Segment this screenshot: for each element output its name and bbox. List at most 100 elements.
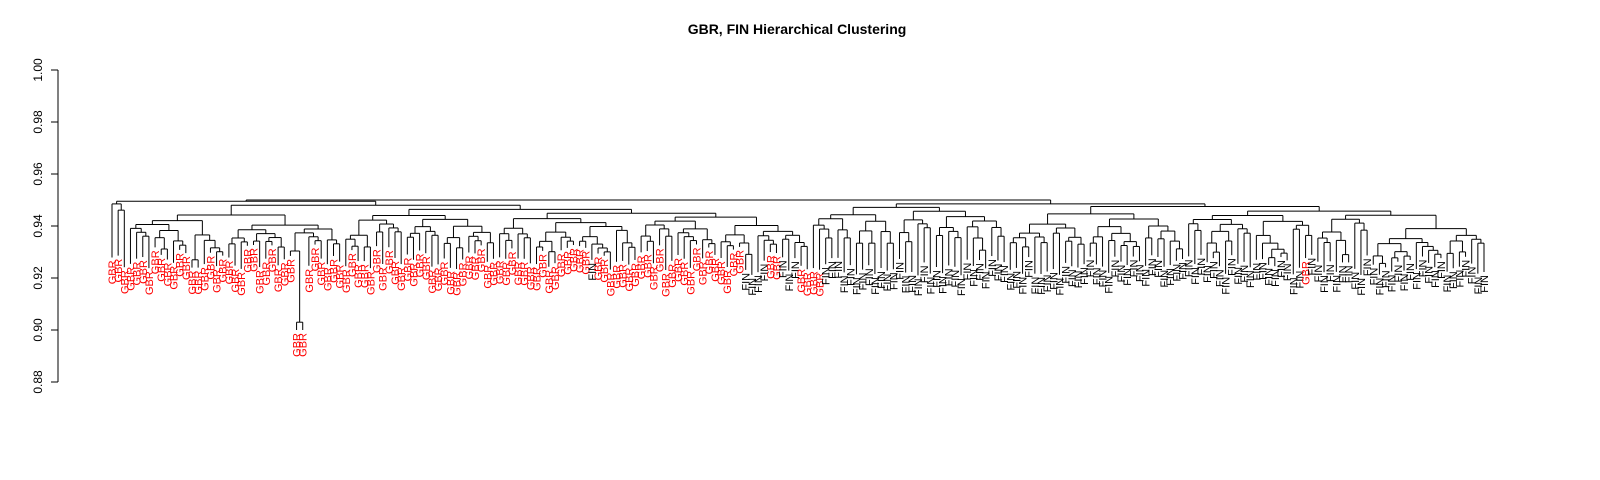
y-tick-label: 0.90 [31,318,45,342]
leaf-label: GBR [771,256,783,280]
leaf-label: FIN [1436,261,1448,279]
leaf-label: GBR [593,257,605,281]
leaf-label: GBR [365,271,377,295]
leaf-label: FIN [962,263,974,281]
leaf-label: FIN [901,276,913,294]
leaf-label: FIN [851,277,863,295]
y-tick-label: 0.88 [31,370,45,394]
leaf-label: FIN [1417,259,1429,277]
leaf-label: FIN [1325,264,1337,282]
leaf-label: FIN [925,277,937,295]
leaf-label: GBR [427,270,439,294]
leaf-label: GBR [507,251,519,275]
leaf-label: FIN [950,270,962,288]
leaf-label: GBR [710,258,722,282]
leaf-label: FIN [913,278,925,296]
leaf-label: GBR [249,248,261,272]
leaf-label: FIN [1153,260,1165,278]
leaf-label: GBR [501,262,513,286]
leaf-labels: GBRGBRGBRGBRGBRGBRGBRGBRGBRGBRGBRGBRGBRG… [107,247,1491,356]
leaf-label: GBR [519,262,531,286]
leaf-label: GBR [513,261,525,285]
leaf-label: FIN [759,264,771,282]
leaf-label: GBR [544,270,556,294]
leaf-label: GBR [162,262,174,286]
leaf-label: GBR [796,269,808,293]
leaf-label: FIN [876,271,888,289]
leaf-label: FIN [1337,265,1349,283]
leaf-label: FIN [827,261,839,279]
leaf-label: GBR [267,248,279,272]
leaf-label: GBR [716,261,728,285]
leaf-label: FIN [987,259,999,277]
leaf-label: GBR [285,259,297,283]
leaf-label: GBR [802,272,814,296]
leaf-label: FIN [1073,271,1085,289]
y-axis: 0.88 0.90 0.92 0.94 0.96 0.98 1.00 [31,58,59,394]
leaf-label: GBR [199,267,211,291]
leaf-label: GBR [452,272,464,296]
leaf-label: FIN [1442,275,1454,293]
leaf-label: FIN [1270,269,1282,287]
leaf-label: GBR [612,265,624,289]
leaf-label: GBR [402,257,414,281]
leaf-label: GBR [335,265,347,289]
leaf-label: GBR [384,250,396,274]
leaf-label: FIN [858,273,870,291]
leaf-label: GBR [328,259,340,283]
y-tick-label: 1.00 [31,58,45,82]
leaf-label: FIN [907,275,919,293]
leaf-label: GBR [482,265,494,289]
leaf-label: GBR [255,270,267,294]
leaf-label: GBR [655,248,667,272]
leaf-label: GBR [679,262,691,286]
leaf-label: GBR [624,268,636,292]
leaf-label: FIN [919,265,931,283]
leaf-label: FIN [1424,266,1436,284]
leaf-label: FIN [1288,277,1300,295]
leaf-label: FIN [870,277,882,295]
leaf-label: GBR [698,261,710,285]
leaf-label: FIN [790,261,802,279]
leaf-label: FIN [839,275,851,293]
leaf-label: GBR [415,253,427,277]
leaf-label: FIN [845,268,857,286]
leaf-label: FIN [1381,270,1393,288]
leaf-label: GBR [661,273,673,297]
dendrogram-links [111,199,1485,330]
leaf-label: GBR [273,268,285,292]
leaf-label: FIN [1165,268,1177,286]
leaf-label: GBR [359,264,371,288]
leaf-label: FIN [1245,270,1257,288]
leaf-label: FIN [931,270,943,288]
leaf-label: FIN [882,274,894,292]
leaf-label: GBR [390,261,402,285]
leaf-label: GBR [476,248,488,272]
leaf-label: FIN [981,271,993,289]
leaf-label: FIN [1282,263,1294,281]
leaf-label: GBR [175,253,187,277]
y-tick-label: 0.94 [31,214,45,238]
leaf-label: FIN [821,267,833,285]
leaf-label: FIN [999,265,1011,283]
leaf-label: GBR [636,255,648,279]
leaf-label: GBR [439,261,451,285]
leaf-label: GBR [605,273,617,297]
leaf-label: FIN [1054,278,1066,296]
leaf-label: FIN [1239,265,1251,283]
leaf-label: GBR [236,272,248,296]
leaf-label: FIN [1393,265,1405,283]
leaf-label: GBR [433,267,445,291]
leaf-label: FIN [895,262,907,280]
leaf-label: GBR [685,271,697,295]
leaf-label: GBR [396,267,408,291]
leaf-label: GBR [673,258,685,282]
leaf-label: FIN [1190,267,1202,285]
leaf-label: FIN [1048,272,1060,290]
leaf-label: FIN [1448,271,1460,289]
leaf-label: GBR [704,250,716,274]
leaf-label: FIN [944,268,956,286]
leaf-label: FIN [747,278,759,296]
leaf-label: FIN [888,272,900,290]
leaf-label: GBR [156,258,168,282]
